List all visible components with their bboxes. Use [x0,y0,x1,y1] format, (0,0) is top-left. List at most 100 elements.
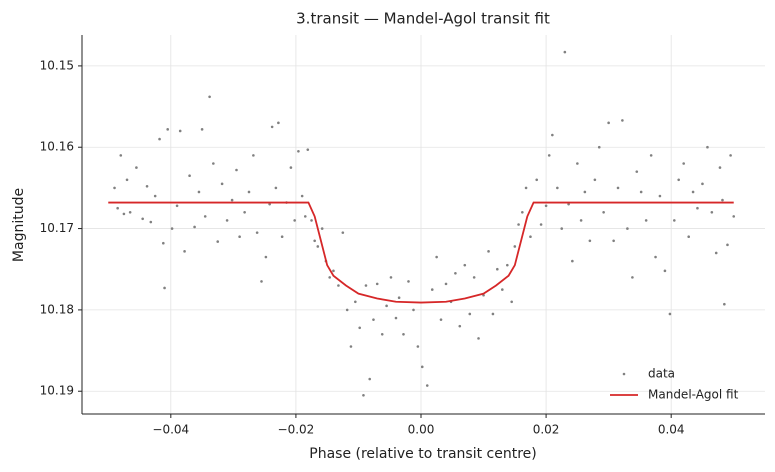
data-point [270,125,274,129]
data-point [293,219,296,222]
data-point [726,243,729,247]
data-point [729,154,732,157]
data-point [501,288,504,291]
data-point [300,194,304,198]
data-point [612,239,615,243]
data-point [639,190,643,194]
data-point [658,194,662,198]
data-point [521,211,524,214]
data-point [358,326,362,330]
data-point [420,365,424,369]
data-point [706,145,709,149]
data-point [714,251,718,255]
data-point [341,231,345,234]
data-point [375,282,379,286]
data-point [691,190,695,194]
data-point [649,154,653,157]
data-point [380,332,384,336]
data-point [243,211,246,214]
data-point [264,255,268,259]
data-point [260,280,263,283]
data-point [125,178,129,182]
data-point [416,345,420,348]
data-point [162,241,165,245]
data-point [149,220,153,224]
data-point [477,337,480,340]
data-point [544,204,548,208]
data-point [644,219,648,222]
data-point [230,198,234,202]
data-point [389,276,393,279]
data-point [303,215,307,218]
data-point [463,263,467,267]
data-point [310,219,313,222]
data-point [175,204,179,208]
data-point [145,184,149,188]
data-point [280,235,284,238]
y-tick-label: 10.17 [40,221,74,235]
data-point [723,302,726,306]
data-point [597,145,601,149]
data-point [297,150,300,153]
data-point [579,219,583,222]
data-point [635,170,639,173]
data-point [212,162,215,165]
x-axis-label: Phase (relative to transit centre) [309,446,537,462]
data-point [439,318,443,321]
data-point [170,227,174,230]
data-point [583,190,587,194]
x-tick-label: −0.04 [152,423,189,437]
data-point [430,288,434,291]
data-point [345,308,349,312]
y-tick-label: 10.16 [40,140,74,154]
data-point [444,282,448,286]
data-point [268,202,271,206]
data-point [487,250,490,253]
data-point [547,154,551,157]
data-point [402,332,405,336]
data-point [551,133,554,137]
data-point [255,231,259,234]
data-point [593,178,597,182]
data-point [621,119,624,122]
data-point [677,178,680,182]
data-point [158,137,161,141]
data-point [122,212,126,216]
x-tick-label: −0.02 [278,423,315,437]
data-point [529,235,532,238]
data-point [203,215,207,218]
data-point [454,271,457,275]
data-point [328,276,331,279]
data-point [701,182,704,186]
data-point [394,316,398,320]
data-point [208,95,211,99]
data-point [506,263,509,267]
data-point [332,269,335,273]
data-point [535,178,539,182]
data-point [458,324,462,328]
data-point [337,284,340,287]
y-tick-label: 10.19 [40,384,74,398]
data-point [607,121,610,125]
data-point [362,393,365,397]
data-point [616,186,620,190]
data-point [188,174,191,178]
data-point [247,190,251,194]
data-point [200,128,204,131]
data-point [397,296,401,299]
data-point [197,190,201,194]
data-point [563,50,567,54]
data-point [119,154,123,157]
data-point [128,211,132,214]
fit-line [108,201,734,304]
data-point [238,235,241,238]
data-point [560,227,564,230]
data-point [710,211,714,214]
x-tick-label: 0.02 [533,423,560,437]
data-point [718,166,722,169]
data-point [220,182,224,186]
data-point [153,194,157,198]
data-point [472,276,476,279]
data-point [588,239,592,243]
data-point [178,129,182,133]
